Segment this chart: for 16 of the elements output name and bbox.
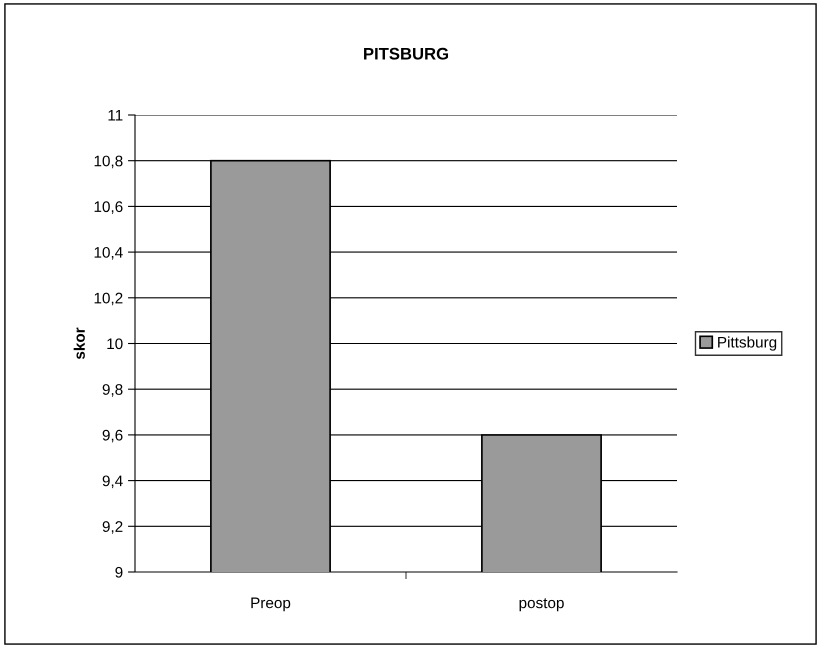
y-tick-label: 10 <box>107 338 123 350</box>
y-tick-label: 9,6 <box>102 430 123 442</box>
y-axis-title: skor <box>74 328 85 360</box>
y-tick-label: 10,2 <box>94 292 122 306</box>
chart-title: PITSBURG <box>364 48 448 60</box>
y-tick-label: 10,4 <box>94 246 123 260</box>
y-tick-label: 9,8 <box>102 384 123 397</box>
x-tick-label: postop <box>520 598 564 612</box>
y-tick-label: 9,2 <box>102 521 122 534</box>
y-tick-label: 10,8 <box>94 156 123 168</box>
legend-label: Pittsburg <box>718 336 776 351</box>
y-tick-label: 9,4 <box>102 475 123 488</box>
y-tick-label: 11 <box>108 110 122 121</box>
y-tick-label: 10,6 <box>94 201 123 214</box>
y-tick-label: 9 <box>115 566 122 578</box>
x-tick-label: Preop <box>251 598 290 612</box>
